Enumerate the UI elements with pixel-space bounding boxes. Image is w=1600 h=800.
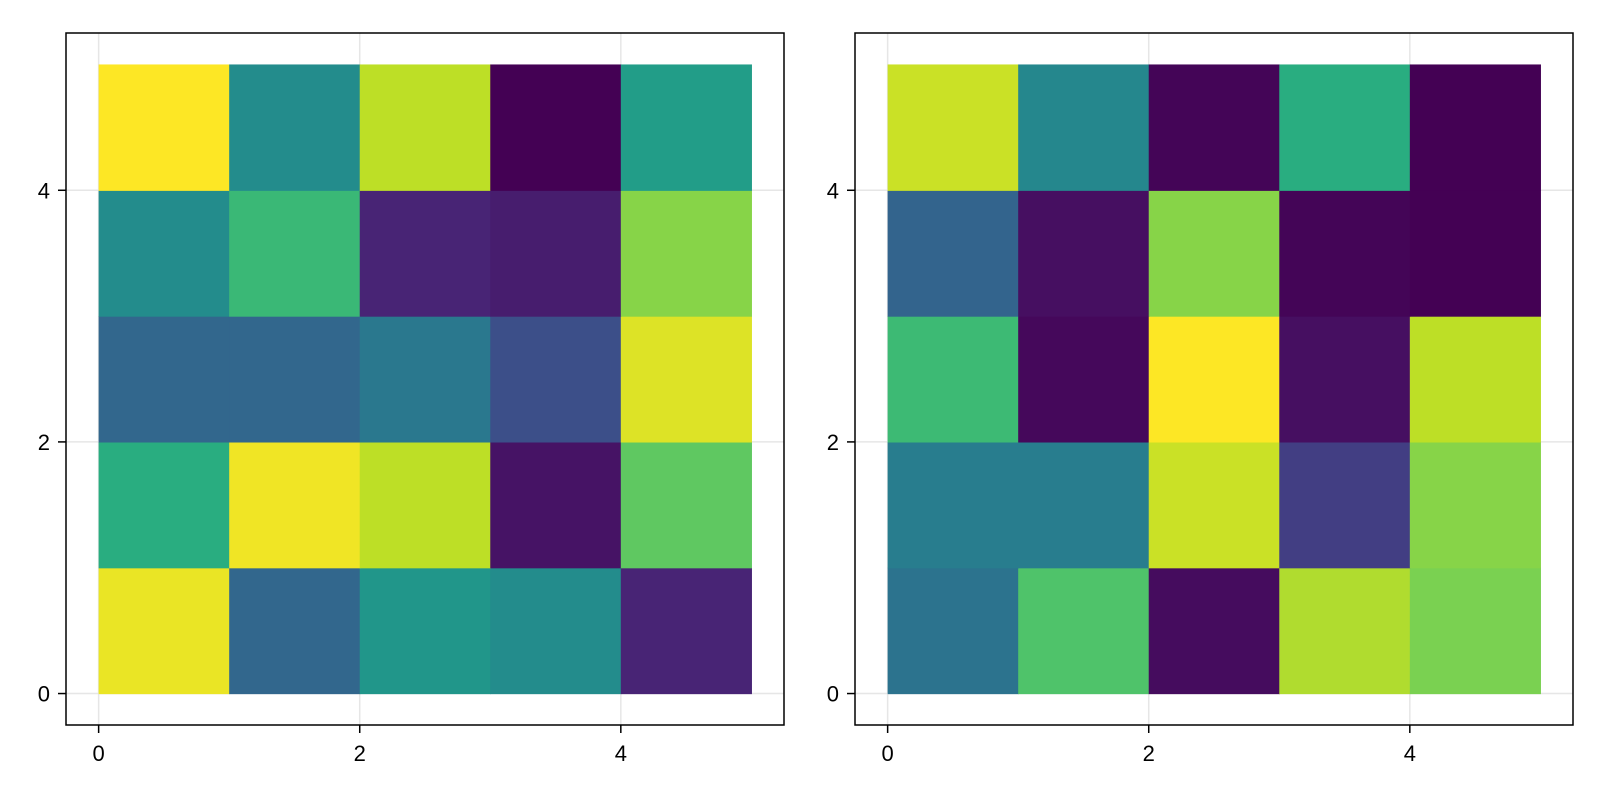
heatmap-cell [359, 316, 491, 443]
heatmap-cell [620, 441, 752, 569]
heatmap-cell [490, 441, 622, 569]
heatmap-cell [1018, 64, 1150, 191]
heatmap-cell [98, 190, 230, 317]
heatmap-cell [359, 441, 491, 569]
x-tick-label: 0 [93, 741, 105, 766]
axes-frame [854, 32, 1574, 726]
y-tick-label: 0 [38, 682, 50, 707]
heatmap-cell [887, 64, 1019, 191]
heatmap-cell [1409, 316, 1541, 443]
heatmap-cell [229, 441, 361, 569]
heatmap-cell [1018, 567, 1150, 695]
axes-frame [65, 32, 785, 726]
heatmap-cell [1279, 441, 1411, 569]
heatmap-cell [620, 567, 752, 695]
heatmap-cell [1018, 316, 1150, 443]
y-tick-label: 2 [827, 430, 839, 455]
heatmap-cell [1279, 567, 1411, 695]
y-tick-label: 4 [827, 178, 839, 203]
heatmap-cell [1148, 567, 1280, 695]
heatmap-cell [1409, 64, 1541, 191]
x-tick-label: 4 [615, 741, 627, 766]
heatmap-cell [98, 316, 230, 443]
heatmap-cell [620, 64, 752, 191]
x-tick-label: 2 [354, 741, 366, 766]
heatmap-panel-2: 0 2 4 0 2 4 [827, 32, 1574, 766]
heatmap-cell [1409, 441, 1541, 569]
heatmap-cell [490, 64, 622, 191]
heatmap-cell [98, 64, 230, 191]
heatmap-cell [1148, 316, 1280, 443]
heatmap-cell [1279, 316, 1411, 443]
heatmap-cell [887, 190, 1019, 317]
x-tick-label: 2 [1143, 741, 1155, 766]
heatmap-panel-1: 0 2 4 0 2 4 [38, 32, 785, 766]
heatmap-cell [490, 567, 622, 695]
heatmap-cell [359, 567, 491, 695]
heatmap-cell [1148, 190, 1280, 317]
heatmap-cell [1409, 567, 1541, 695]
y-tick-label: 0 [827, 682, 839, 707]
heatmap-cell [229, 316, 361, 443]
heatmap-cell [1409, 190, 1541, 317]
heatmap-cell [229, 64, 361, 191]
y-tick-label: 4 [38, 178, 50, 203]
heatmap-cell [98, 567, 230, 695]
heatmap-cell [1018, 190, 1150, 317]
heatmap-cell [887, 567, 1019, 695]
heatmap-cell [359, 64, 491, 191]
heatmap-cell [98, 441, 230, 569]
heatmap-cell [620, 190, 752, 317]
heatmap-cell [1018, 441, 1150, 569]
heatmap-cell [1279, 190, 1411, 317]
heatmap-cell [887, 441, 1019, 569]
heatmap-cell [359, 190, 491, 317]
heatmap-cell [229, 190, 361, 317]
x-tick-label: 0 [882, 741, 894, 766]
heatmap-cell [490, 316, 622, 443]
heatmap-cell [887, 316, 1019, 443]
heatmap-cell [1279, 64, 1411, 191]
heatmap-cell [229, 567, 361, 695]
y-tick-label: 2 [38, 430, 50, 455]
heatmap-cell [620, 316, 752, 443]
heatmap-cell [1148, 64, 1280, 191]
x-tick-label: 4 [1404, 741, 1416, 766]
heatmap-cell [490, 190, 622, 317]
heatmap-cell [1148, 441, 1280, 569]
